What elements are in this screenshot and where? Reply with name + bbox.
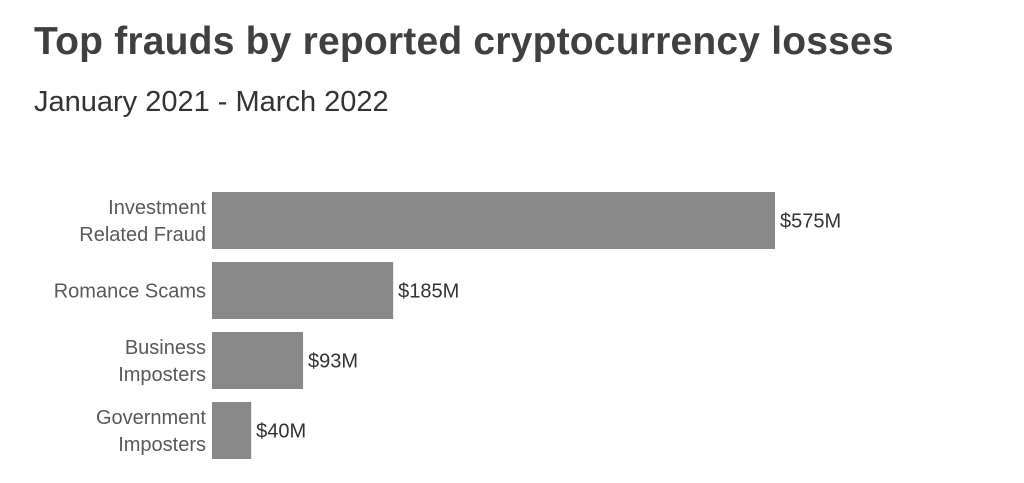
value-label-3: $40M — [256, 421, 306, 443]
bar-3 — [212, 402, 252, 459]
category-label-0: Investment Related Fraud — [79, 197, 206, 246]
category-label-2: Business Imposters — [118, 337, 206, 386]
value-label-1: $185M — [398, 281, 459, 303]
value-label-2: $93M — [308, 351, 358, 373]
bar-2 — [212, 332, 304, 389]
category-label-3: Government Imposters — [96, 407, 206, 456]
category-label-1: Romance Scams — [54, 281, 206, 303]
value-label-0: $575M — [780, 211, 841, 233]
chart-title: Top frauds by reported cryptocurrency lo… — [34, 20, 894, 63]
bar-1 — [212, 262, 394, 319]
bar-0 — [212, 192, 775, 249]
chart-subtitle: January 2021 - March 2022 — [34, 86, 389, 118]
